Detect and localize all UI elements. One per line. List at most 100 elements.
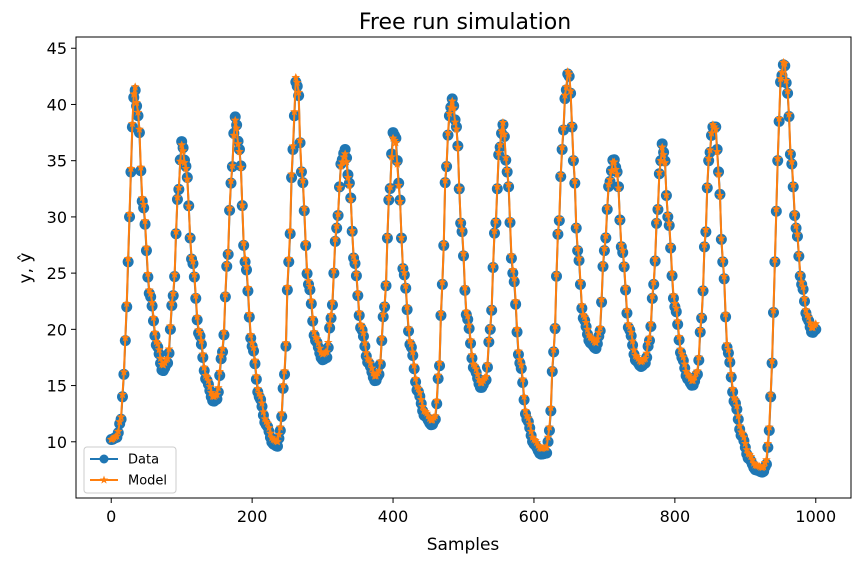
model-point xyxy=(732,401,742,410)
model-point xyxy=(290,107,299,116)
x-tick-label: 1000 xyxy=(795,507,836,526)
model-point xyxy=(431,411,440,420)
model-point xyxy=(288,141,298,150)
model-point xyxy=(680,359,690,368)
model-point xyxy=(694,352,704,361)
model-point xyxy=(259,407,268,416)
model-point xyxy=(126,164,136,173)
model-point xyxy=(715,191,725,200)
model-point xyxy=(168,288,178,297)
model-point xyxy=(728,384,737,393)
model-point xyxy=(329,265,339,274)
model-point xyxy=(601,231,611,240)
model-point xyxy=(795,269,805,278)
model-point xyxy=(781,75,791,85)
model-point xyxy=(629,345,639,354)
y-tick-label: 40 xyxy=(47,95,67,114)
model-point xyxy=(301,238,310,247)
model-point xyxy=(614,183,623,192)
model-point xyxy=(642,348,651,357)
model-point xyxy=(118,390,127,399)
model-point xyxy=(136,162,146,171)
model-point xyxy=(697,311,706,320)
model-point xyxy=(811,319,821,328)
model-point xyxy=(222,259,232,268)
model-point xyxy=(253,384,263,393)
model-point xyxy=(347,226,357,235)
model-point xyxy=(205,382,215,391)
model-point xyxy=(229,130,239,140)
model-point xyxy=(645,332,654,341)
model-point xyxy=(112,431,122,440)
model-point xyxy=(701,225,711,234)
model-point xyxy=(483,359,492,368)
model-point xyxy=(519,392,529,401)
model-point xyxy=(498,117,508,127)
model-point xyxy=(646,318,656,328)
model-point xyxy=(784,109,794,118)
model-point xyxy=(700,240,709,249)
model-point xyxy=(129,89,139,98)
model-point xyxy=(130,82,140,91)
model-point xyxy=(333,209,343,218)
model-point xyxy=(787,157,797,166)
model-point xyxy=(501,153,511,162)
model-point xyxy=(786,147,795,156)
model-point xyxy=(416,395,426,404)
model-point xyxy=(309,327,319,336)
model-point xyxy=(147,298,157,307)
model-point xyxy=(366,358,375,367)
model-point xyxy=(383,231,392,240)
model-point xyxy=(433,370,443,379)
model-point xyxy=(295,135,305,144)
model-point xyxy=(557,142,567,151)
legend-model-label: Model xyxy=(128,474,167,489)
model-point xyxy=(546,403,556,412)
model-point xyxy=(618,245,628,254)
model-point xyxy=(549,345,558,354)
model-point xyxy=(146,288,155,298)
model-point xyxy=(436,308,446,317)
model-point xyxy=(447,96,457,105)
model-point xyxy=(400,268,409,277)
model-point xyxy=(330,234,340,243)
x-tick-label: 200 xyxy=(237,507,268,526)
model-point xyxy=(392,159,402,168)
model-point xyxy=(450,117,460,126)
model-point xyxy=(154,345,164,354)
model-point xyxy=(793,229,802,238)
model-point xyxy=(763,438,773,448)
x-tick-label: 800 xyxy=(660,507,691,526)
model-point xyxy=(184,201,194,210)
model-point xyxy=(297,165,306,174)
model-point xyxy=(628,336,637,345)
model-point xyxy=(121,333,130,342)
model-point xyxy=(726,369,736,378)
model-point xyxy=(543,432,553,441)
model-point xyxy=(562,82,571,91)
model-point xyxy=(662,190,671,199)
axis-ticks: 0 200 400 600 800 1000 10 15 20 25 30 35 40 45 xyxy=(47,39,836,526)
model-point xyxy=(342,157,351,166)
model-point xyxy=(707,128,716,137)
model-point xyxy=(284,254,294,263)
y-tick-label: 35 xyxy=(47,152,67,171)
model-point xyxy=(192,312,202,321)
model-point xyxy=(171,227,181,236)
plot-area xyxy=(105,57,822,478)
model-point xyxy=(643,338,653,347)
model-point xyxy=(153,339,163,348)
model-point xyxy=(163,354,172,363)
model-point xyxy=(307,295,316,305)
model-point xyxy=(553,227,563,236)
model-point xyxy=(594,328,604,337)
model-point xyxy=(353,288,363,297)
model-point xyxy=(490,226,499,235)
model-point xyxy=(115,417,124,426)
model-point xyxy=(702,181,712,190)
model-point xyxy=(567,120,577,129)
model-point xyxy=(487,303,496,312)
model-point xyxy=(783,86,792,95)
model-point xyxy=(659,150,668,159)
model-point xyxy=(617,240,626,249)
